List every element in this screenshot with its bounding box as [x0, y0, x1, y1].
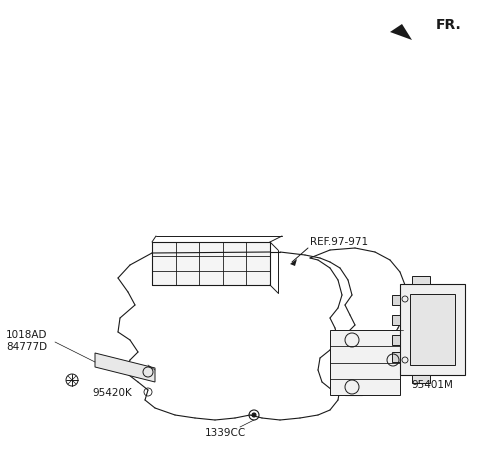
Polygon shape: [390, 24, 412, 40]
Polygon shape: [392, 352, 400, 362]
Text: REF.97-971: REF.97-971: [310, 237, 368, 247]
Polygon shape: [392, 315, 400, 325]
Polygon shape: [392, 295, 400, 305]
Polygon shape: [95, 353, 155, 382]
Polygon shape: [290, 259, 297, 266]
Polygon shape: [330, 330, 400, 395]
Polygon shape: [152, 242, 270, 285]
Polygon shape: [412, 276, 430, 284]
Polygon shape: [392, 335, 400, 345]
Polygon shape: [400, 284, 465, 375]
Text: 95420K: 95420K: [92, 388, 132, 398]
Text: FR.: FR.: [436, 18, 462, 32]
Text: 1339CC: 1339CC: [204, 428, 246, 438]
Polygon shape: [410, 294, 455, 365]
Text: 1018AD: 1018AD: [6, 330, 48, 340]
Text: 95401M: 95401M: [411, 380, 453, 390]
Circle shape: [252, 413, 256, 417]
Text: 84777D: 84777D: [6, 342, 47, 352]
Polygon shape: [412, 375, 430, 383]
